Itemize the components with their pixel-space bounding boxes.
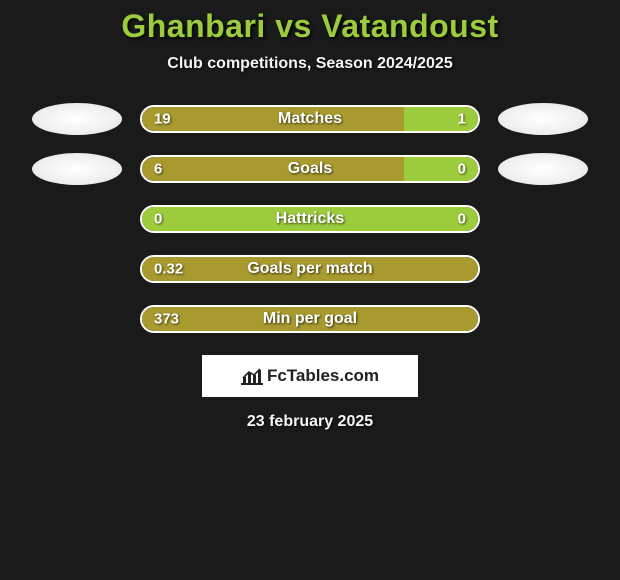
stat-bar: Min per goal373 [140,305,480,333]
player-avatar-left [32,153,122,185]
avatar-spacer [498,303,588,335]
stat-bar: Matches191 [140,105,480,133]
avatar-spacer [498,203,588,235]
date-label: 23 february 2025 [247,413,373,431]
stat-bar-left-segment [142,157,404,181]
stat-bar-left-segment [142,307,478,331]
stat-bar: Hattricks00 [140,205,480,233]
player-avatar-right [498,153,588,185]
stat-bar-left-segment [142,107,404,131]
stat-row: Matches191 [0,103,620,135]
avatar-spacer [32,303,122,335]
stat-row: Min per goal373 [0,303,620,335]
player-avatar-left [32,103,122,135]
stat-bar-right-segment [404,157,478,181]
stat-bar: Goals per match0.32 [140,255,480,283]
stat-bar-right-segment [404,107,478,131]
page-subtitle: Club competitions, Season 2024/2025 [167,55,452,73]
avatar-spacer [32,203,122,235]
page-title: Ghanbari vs Vatandoust [121,8,498,45]
avatar-spacer [32,253,122,285]
chart-icon [241,367,263,385]
stats-area: Matches191 Goals60 Hattricks00 Goals per ma… [0,103,620,335]
stat-bar: Goals60 [140,155,480,183]
stat-row: Hattricks00 [0,203,620,235]
avatar-spacer [498,253,588,285]
stat-row: Goals60 [0,153,620,185]
stat-bar-left-segment [142,257,478,281]
stat-bar-right-segment [142,207,478,231]
stat-row: Goals per match0.32 [0,253,620,285]
branding-banner: FcTables.com [202,355,418,397]
player-avatar-right [498,103,588,135]
branding-text: FcTables.com [267,366,379,386]
